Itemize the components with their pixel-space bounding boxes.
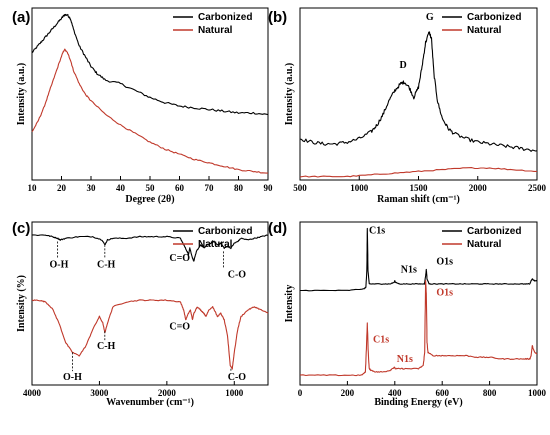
x-tick-label: 600 (435, 388, 449, 398)
panel-label: (a) (12, 9, 30, 26)
annotation-label: C-O (228, 372, 247, 383)
annotation-label: C=O (169, 322, 190, 333)
x-tick-label: 400 (388, 388, 402, 398)
series-line-natural (299, 279, 538, 377)
x-axis-title: Wavenumber (cm⁻¹) (106, 397, 194, 408)
y-axis-title: Intensity (a.u.) (16, 63, 27, 126)
series-line-carbonized (299, 31, 538, 152)
x-tick-label: 800 (483, 388, 497, 398)
x-tick-label: 50 (146, 183, 156, 193)
annotation-label: C1s (369, 225, 385, 236)
y-axis-title: Intensity (284, 285, 295, 323)
x-tick-label: 40 (116, 183, 126, 193)
x-tick-label: 2000 (158, 388, 177, 398)
legend-label: Natural (467, 239, 502, 250)
annotation-label: C-H (97, 260, 116, 271)
annotation-label: N1s (397, 354, 413, 365)
legend-label: Carbonized (198, 12, 252, 23)
x-tick-label: 1000 (528, 388, 547, 398)
panel-2: 500 1000 1500 2000 2500 Raman shift (cm⁻¹) Int… (268, 7, 547, 205)
legend-label: Natural (198, 25, 233, 36)
x-tick-label: 60 (175, 183, 185, 193)
x-tick-label: 500 (293, 183, 307, 193)
x-tick-label: 70 (205, 183, 215, 193)
plot-frame (31, 7, 269, 181)
legend-label: Natural (198, 239, 233, 250)
series-line-carbonized (300, 227, 538, 292)
panel-3: 4000 3000 2000 1000 Wavenumber (cm⁻¹) Intensi… (12, 220, 269, 408)
annotation-label: N1s (401, 265, 417, 276)
panel-4: 0 200 400 600 800 1000 Binding Energy (eV) Inte… (268, 220, 547, 408)
x-tick-label: 2000 (469, 183, 488, 193)
annotation-label: D (399, 60, 406, 71)
x-tick-label: 1500 (410, 183, 429, 193)
legend-label: Natural (467, 25, 502, 36)
x-tick-label: 1000 (225, 388, 244, 398)
annotation-label: O1s (436, 256, 453, 267)
series-line-carbonized (31, 234, 269, 262)
x-tick-label: 0 (298, 388, 303, 398)
panel-1: 10 20 30 40 50 60 70 80 90 Degree (2θ) Intensity (… (12, 7, 274, 205)
annotation-label: C-O (228, 269, 247, 280)
panel-label: (c) (12, 220, 30, 237)
x-axis-title: Degree (2θ) (125, 194, 174, 205)
series-line-natural (299, 167, 537, 178)
x-axis-title: Raman shift (cm⁻¹) (377, 194, 460, 205)
x-tick-label: 2500 (528, 183, 547, 193)
legend-label: Carbonized (467, 12, 521, 23)
annotation-label: O1s (436, 287, 453, 298)
annotation-label: G (426, 12, 434, 23)
x-tick-label: 90 (264, 183, 274, 193)
annotation-label: C1s (373, 335, 389, 346)
panel-label: (d) (268, 220, 287, 237)
plot-frame (299, 221, 538, 386)
annotation-label: C-H (97, 341, 116, 352)
panel-label: (b) (268, 9, 287, 26)
x-tick-label: 30 (87, 183, 97, 193)
x-tick-label: 1000 (350, 183, 369, 193)
legend-label: Carbonized (198, 226, 252, 237)
y-axis-title: Intensity (%) (16, 275, 27, 332)
annotation-label: O-H (50, 260, 69, 271)
series-line-natural (31, 48, 268, 174)
x-tick-label: 4000 (23, 388, 42, 398)
x-axis-title: Binding Energy (eV) (374, 397, 462, 408)
legend-label: Carbonized (467, 226, 521, 237)
annotation-label: C=O (169, 253, 190, 264)
annotation-label: O-H (63, 372, 82, 383)
x-tick-label: 3000 (90, 388, 109, 398)
x-tick-label: 200 (341, 388, 355, 398)
x-tick-label: 80 (234, 183, 244, 193)
x-tick-label: 10 (28, 183, 38, 193)
y-axis-title: Intensity (a.u.) (284, 63, 295, 126)
plot-frame (31, 221, 269, 386)
series-line-natural (31, 299, 269, 370)
x-tick-label: 20 (57, 183, 67, 193)
series-line-carbonized (31, 13, 269, 116)
